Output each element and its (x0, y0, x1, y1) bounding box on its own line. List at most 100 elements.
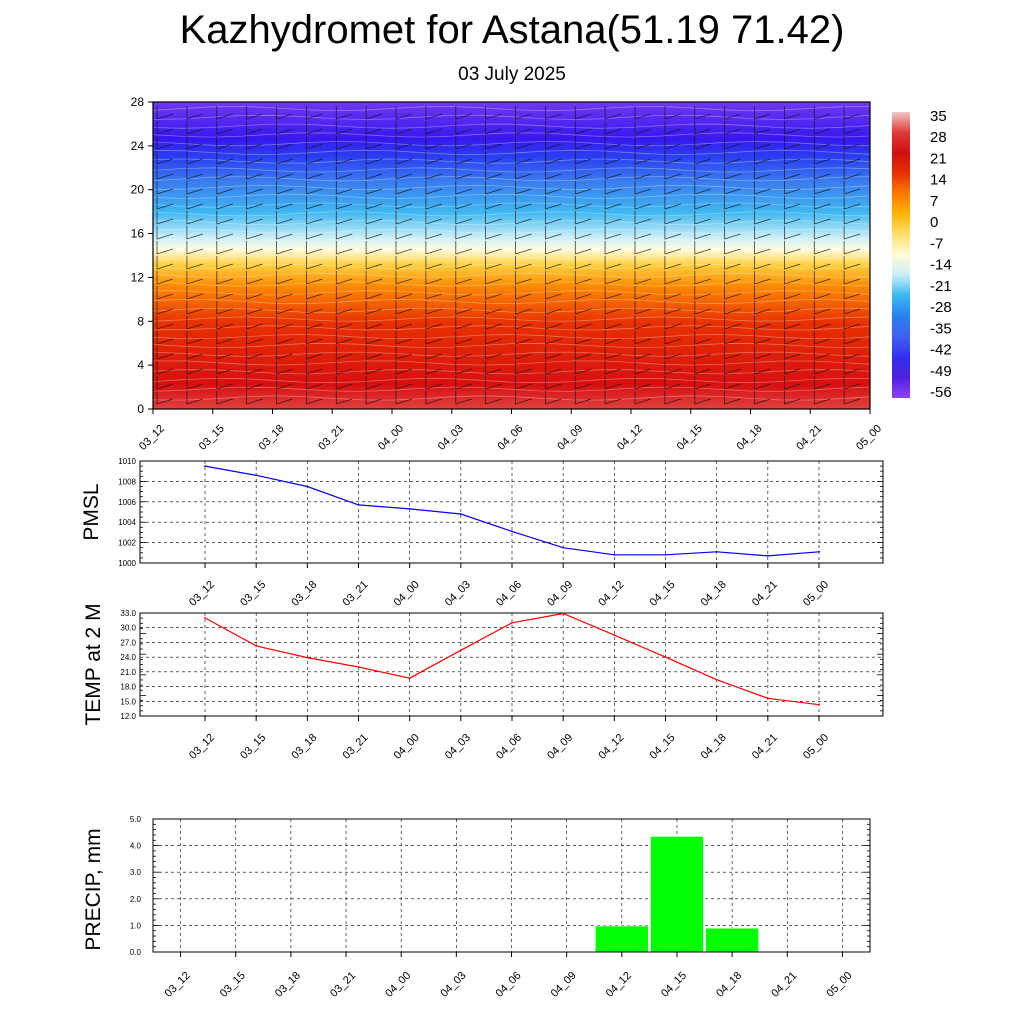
wind-barb (694, 391, 711, 405)
wind-barb (724, 271, 741, 285)
wind-barb (604, 121, 622, 135)
wind-barb (365, 331, 383, 345)
wind-barb (455, 241, 472, 255)
wind-barb (395, 301, 413, 315)
x-tick-label: 05_00 (801, 732, 831, 762)
wind-barb (604, 256, 622, 270)
wind-barb (335, 256, 353, 270)
wind-barb (216, 241, 233, 255)
wind-barb (485, 226, 502, 240)
colorbar-label: -14 (930, 257, 952, 274)
x-tick-label: 03_21 (316, 423, 346, 453)
wind-barb (425, 241, 443, 255)
data-point (204, 617, 206, 619)
y-tick-label: 20 (131, 183, 145, 197)
wind-barb (425, 286, 443, 300)
data-point (357, 666, 360, 668)
wind-barb (724, 301, 741, 315)
wind-barb (335, 196, 353, 210)
wind-barb (724, 286, 741, 300)
wind-barb (186, 316, 204, 330)
wind-barb (634, 106, 652, 120)
x-tick-label: 03_18 (289, 732, 319, 762)
wind-barb (395, 241, 413, 255)
wind-barb (455, 136, 472, 150)
wind-barb (306, 346, 323, 360)
x-tick-label: 03_15 (238, 579, 268, 609)
wind-barb (485, 346, 502, 360)
wind-barb (754, 391, 771, 405)
wind-barb (754, 166, 771, 180)
wind-barb (784, 256, 801, 270)
wind-barb (365, 361, 383, 375)
wind-barb (306, 181, 323, 195)
contour-line (152, 342, 871, 349)
wind-barb (276, 241, 293, 255)
wind-barb (515, 271, 532, 285)
wind-barb (455, 361, 472, 375)
wind-barb (425, 136, 443, 150)
contour-line (152, 167, 871, 173)
wind-barb (545, 106, 562, 120)
wind-barb (784, 166, 801, 180)
x-tick-label: 03_18 (273, 970, 303, 1000)
wind-barb (634, 211, 652, 225)
wind-barb (694, 301, 711, 315)
wind-barb (395, 286, 413, 300)
wind-barb (813, 361, 831, 375)
x-tick-label: 04_15 (675, 423, 705, 453)
precip-bar (594, 925, 649, 953)
contour-line (152, 263, 871, 270)
x-tick-label: 04_09 (555, 423, 585, 453)
wind-barb (276, 136, 293, 150)
wind-barb (156, 271, 174, 285)
wind-barb (276, 391, 293, 405)
x-tick-label: 04_12 (596, 579, 626, 609)
wind-barb (664, 346, 682, 360)
wind-barb (664, 271, 682, 285)
wind-barb (574, 271, 592, 285)
wind-barb (156, 166, 174, 180)
x-tick-label: 04_03 (443, 732, 473, 762)
wind-barb (186, 286, 204, 300)
wind-barb (246, 271, 263, 285)
wind-barb (574, 331, 592, 345)
wind-barb (574, 256, 592, 270)
wind-barb (455, 346, 472, 360)
wind-barb (276, 121, 293, 135)
wind-barb (724, 376, 741, 390)
wind-barb (694, 196, 711, 210)
wind-barb (574, 376, 592, 390)
wind-barb (813, 301, 831, 315)
wind-barb (485, 241, 502, 255)
colorbar-label: -42 (930, 342, 952, 359)
temp-2m-panel: 33.0 30.0 27.0 24.0 21.0 18.0 15.0 12.0 03_12 03_… (82, 603, 884, 762)
wind-barb (246, 196, 263, 210)
wind-barb (813, 181, 831, 195)
wind-barb (843, 331, 861, 345)
wind-barb (156, 106, 174, 120)
x-tick-label: 04_21 (750, 579, 780, 609)
wind-barb (485, 301, 502, 315)
wind-barb (784, 376, 801, 390)
wind-barb (545, 211, 562, 225)
contour-line (152, 272, 871, 278)
wind-barb (843, 301, 861, 315)
wind-barb (694, 181, 711, 195)
wind-barb (694, 136, 711, 150)
wind-barb (335, 376, 353, 390)
wind-barb (515, 346, 532, 360)
wind-barb (634, 331, 652, 345)
wind-barb (634, 316, 652, 330)
wind-barb (216, 271, 233, 285)
wind-barb (485, 271, 502, 285)
wind-barb (485, 256, 502, 270)
wind-barb (574, 181, 592, 195)
y-tick-label: 15.0 (120, 697, 136, 706)
wind-barb (545, 316, 562, 330)
wind-barb (306, 316, 323, 330)
wind-barb (246, 256, 263, 270)
wind-barb (843, 286, 861, 300)
wind-barb (604, 106, 622, 120)
wind-barb (694, 361, 711, 375)
